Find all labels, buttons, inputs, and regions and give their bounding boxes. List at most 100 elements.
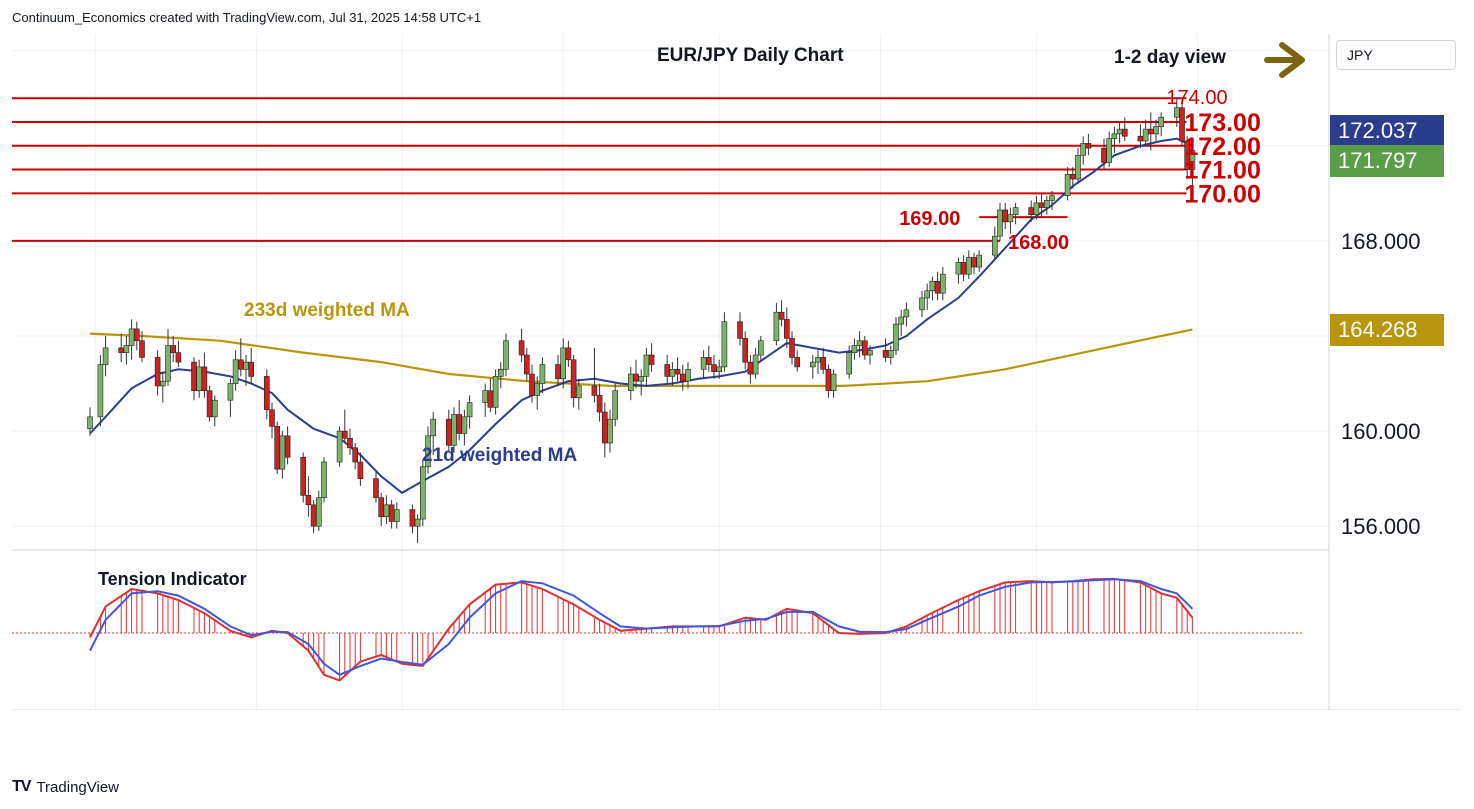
candle-body [846, 352, 853, 375]
candle-body [388, 504, 395, 522]
candle-body [955, 261, 962, 275]
candle-body [716, 366, 723, 372]
candle-body [903, 309, 910, 318]
candle-body [648, 354, 655, 365]
candle-body [134, 328, 140, 342]
candle-body [596, 395, 603, 413]
candle-body [1002, 209, 1009, 223]
candle-body [175, 352, 182, 363]
price-tag: 172.037 [1330, 114, 1444, 147]
candle-body [212, 399, 218, 418]
tension-signal-line [89, 578, 1194, 676]
candle-body [1049, 195, 1055, 201]
currency-unit-selector[interactable]: JPY [1336, 40, 1456, 70]
candle-body [997, 209, 1003, 237]
candles [87, 98, 1196, 543]
candle-body [279, 435, 286, 470]
candle-body [664, 364, 671, 377]
candle-body [160, 380, 166, 387]
candle-body [165, 345, 171, 382]
level-label: 170.00 [1184, 180, 1260, 208]
candle-body [310, 504, 317, 527]
candle-body [264, 376, 270, 411]
candle-body [97, 364, 104, 418]
footer-brand[interactable]: TradingView [36, 778, 119, 796]
level-label: 172.00 [1184, 133, 1260, 161]
candle-body [965, 257, 972, 275]
candle-body [357, 461, 364, 479]
candle-body [430, 418, 437, 437]
candle-body [742, 338, 749, 363]
candle-body [934, 280, 941, 294]
candle-body [1033, 202, 1040, 216]
candle-body [685, 368, 691, 382]
y-tick-label: 160.000 [1341, 419, 1421, 444]
candle-body [1179, 107, 1185, 142]
candle-body [1070, 173, 1076, 180]
candle-body [238, 359, 244, 370]
candle-body [867, 349, 873, 356]
candle-body [773, 311, 780, 342]
candle-body [139, 340, 145, 358]
candle-body [627, 373, 634, 391]
tradingview-logo: TV [12, 778, 31, 795]
candle-body [820, 357, 827, 370]
candle-body [118, 347, 124, 353]
candle-body [393, 509, 400, 522]
candlestick-chart: 168.000160.000156.0002025FebMarAprMayJun… [12, 34, 1462, 710]
candle-body [305, 495, 312, 506]
candle-body [737, 321, 743, 339]
tension-indicator-label: Tension Indicator [98, 569, 247, 589]
candle-body [971, 257, 977, 268]
candle-body [347, 437, 353, 449]
candle-body [815, 357, 821, 363]
right-arrow-icon [1264, 42, 1305, 78]
candle-body [882, 349, 889, 358]
candle-body [487, 390, 494, 408]
candle-body [154, 357, 161, 387]
candle-body [809, 361, 816, 368]
candle-body [1153, 126, 1159, 135]
candle-body [851, 345, 858, 353]
candle-body [601, 411, 608, 444]
candle-body [1106, 138, 1112, 163]
candle-body [991, 235, 998, 256]
level-label: 173.00 [1184, 109, 1260, 137]
candle-body [856, 340, 863, 346]
candle-body [674, 368, 681, 375]
candle-body [757, 340, 764, 356]
candle-body [893, 323, 899, 351]
candle-body [518, 340, 525, 356]
candle-body [669, 368, 676, 377]
y-tick-label: 168.000 [1341, 229, 1421, 254]
level-label: 169.00 [899, 208, 960, 230]
candle-body [373, 478, 379, 498]
candle-body [1137, 135, 1144, 142]
candle-body [919, 297, 925, 311]
candle-body [1111, 133, 1118, 139]
price-tag: 164.268 [1330, 313, 1444, 346]
candle-body [976, 254, 983, 268]
candle-body [960, 261, 967, 275]
candle-body [560, 347, 567, 380]
candle-body [466, 402, 473, 418]
ma21-label: 21d weighted MA [422, 445, 577, 466]
y-tick-label: 156.000 [1341, 514, 1421, 539]
candle-body [409, 509, 416, 527]
candle-body [274, 426, 281, 470]
view-label: 1-2 day view [1114, 47, 1226, 68]
candle-body [419, 466, 426, 520]
candle-body [456, 414, 463, 434]
candle-body [461, 416, 468, 434]
candle-body [711, 364, 717, 372]
candle-body [1038, 202, 1045, 208]
header-credit: Continuum_Economics created with Trading… [12, 10, 482, 25]
candle-body [1044, 200, 1050, 208]
candle-body [591, 385, 598, 396]
candle-body [503, 340, 509, 370]
candle-body [861, 340, 868, 356]
candle-body [939, 273, 946, 294]
candle-body [1116, 128, 1123, 135]
candle-body [191, 361, 197, 391]
candle-body [451, 414, 457, 446]
